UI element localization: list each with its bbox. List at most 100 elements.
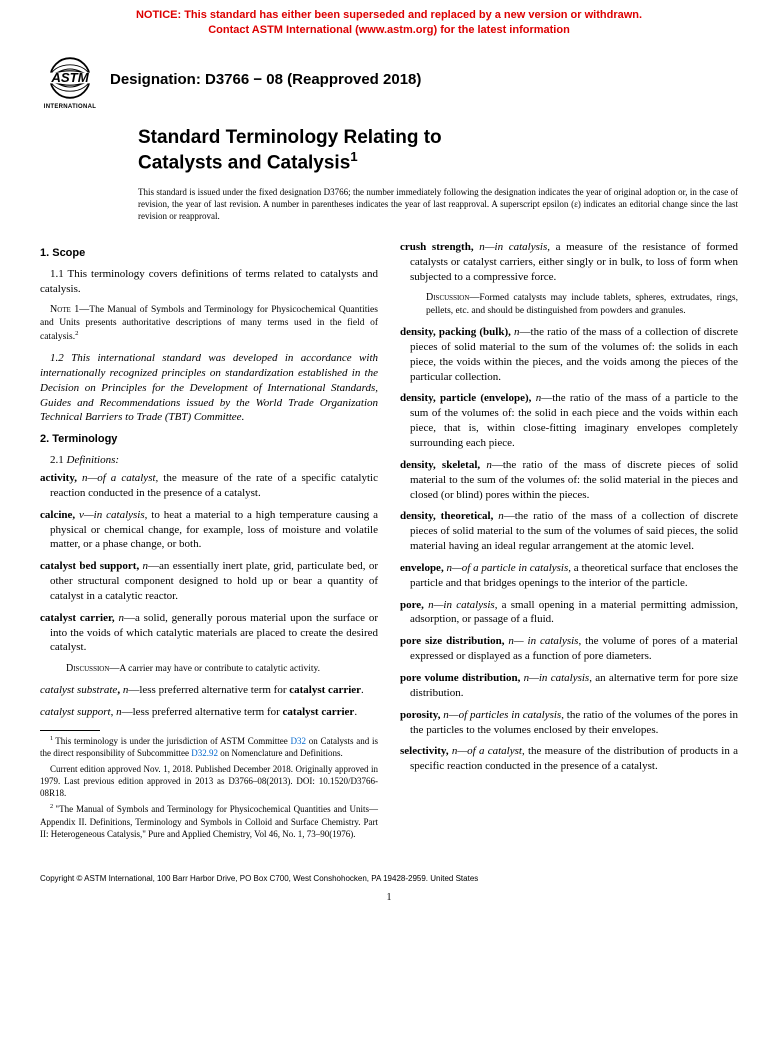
def-term: envelope, (400, 562, 444, 574)
section-1-1: 1.1 This terminology covers definitions … (40, 267, 378, 297)
fn2-body: "The Manual of Symbols and Terminology f… (40, 804, 378, 838)
copyright-line: Copyright © ASTM International, 100 Barr… (40, 874, 738, 885)
note-label: Note 1— (50, 304, 89, 315)
def-term: density, skeletal, (400, 459, 480, 471)
left-column: 1. Scope 1.1 This terminology covers def… (40, 240, 378, 844)
support-ref: catalyst carrier (283, 706, 355, 718)
def-pos: n (115, 612, 124, 624)
footnote-rule (40, 730, 100, 731)
fn1-a: This terminology is under the jurisdicti… (55, 736, 290, 746)
page-number: 1 (40, 891, 738, 905)
def-term: catalyst bed support, (40, 560, 139, 572)
definition-entry: density, particle (envelope), n—the rati… (400, 391, 738, 450)
def-pos: n— in catalysis (504, 635, 578, 647)
fn1-link-d32[interactable]: D32 (291, 736, 307, 746)
definition-entry: catalyst carrier, n—a solid, generally p… (40, 611, 378, 656)
definition-entry: envelope, n—of a particle in catalysis, … (400, 561, 738, 591)
designation-line: Designation: D3766 − 08 (Reapproved 2018… (110, 70, 421, 90)
footnote-1: 1 This terminology is under the jurisdic… (40, 735, 378, 759)
definition-entry: pore, n—in catalysis, a small opening in… (400, 598, 738, 628)
title-line1: Standard Terminology Relating to (138, 127, 442, 148)
title-footnote-sup: 1 (350, 149, 357, 164)
def-pos: v—in catalysis (75, 509, 144, 521)
discussion-label: Discussion— (66, 663, 119, 674)
def-pos: n—in catalysis (520, 672, 589, 684)
substrate-body: —less preferred alternative term for (128, 684, 289, 696)
definition-entry: crush strength, n—in catalysis, a measur… (400, 240, 738, 285)
note-sup: 2 (75, 330, 78, 337)
right-column: crush strength, n—in catalysis, a measur… (400, 240, 738, 844)
def-term: selectivity, (400, 745, 449, 757)
definition-entry: density, skeletal, n—the ratio of the ma… (400, 458, 738, 503)
def-pos: n (531, 392, 541, 404)
carrier-discussion-body: A carrier may have or contribute to cata… (119, 664, 320, 674)
def-term: density, particle (envelope), (400, 392, 531, 404)
def-term: crush strength, (400, 241, 474, 253)
title-block: Standard Terminology Relating to Catalys… (138, 126, 738, 222)
definition-entry: density, theoretical, n—the ratio of the… (400, 509, 738, 554)
fn1-c: on Nomenclature and Definitions. (218, 748, 343, 758)
def-pos: n (139, 560, 148, 572)
carrier-discussion: Discussion—A carrier may have or contrib… (40, 662, 378, 676)
body-columns: 1. Scope 1.1 This terminology covers def… (40, 240, 738, 844)
def-term: density, packing (bulk), (400, 326, 511, 338)
fn1-link-d3292[interactable]: D32.92 (191, 748, 218, 758)
astm-logo: ASTM INTERNATIONAL (40, 56, 100, 112)
svg-text:ASTM: ASTM (50, 70, 89, 85)
def-pos: n (480, 459, 492, 471)
def-pos: n (493, 510, 503, 522)
footnote-2: 2 "The Manual of Symbols and Terminology… (40, 803, 378, 839)
def-term: calcine, (40, 509, 75, 521)
def-pos: n—of a catalyst, (77, 472, 158, 484)
document-title: Standard Terminology Relating to Catalys… (138, 126, 738, 176)
def-term: pore, (400, 599, 424, 611)
left-definitions: activity, n—of a catalyst, the measure o… (40, 471, 378, 655)
definition-entry: catalyst bed support, n—an essentially i… (40, 559, 378, 604)
right-definitions-1: crush strength, n—in catalysis, a measur… (400, 240, 738, 285)
def-pos: n—of a particle in catalysis (444, 562, 569, 574)
supersession-notice: NOTICE: This standard has either been su… (40, 8, 738, 38)
support-body: —less preferred alternative term for (122, 706, 283, 718)
notice-line2: Contact ASTM International (www.astm.org… (208, 24, 570, 36)
def-term: activity, (40, 472, 77, 484)
def-pos: n—of particles in catalysis (440, 709, 561, 721)
definition-entry: selectivity, n—of a catalyst, the measur… (400, 744, 738, 774)
def-catalyst-substrate: catalyst substrate, n—less preferred alt… (40, 683, 378, 698)
def-pos: n—of a catalyst (449, 745, 522, 757)
right-definitions-2: density, packing (bulk), n—the ratio of … (400, 325, 738, 774)
document-header: ASTM INTERNATIONAL Designation: D3766 − … (40, 56, 738, 112)
section-1-heading: 1. Scope (40, 246, 378, 261)
def-term: porosity, (400, 709, 440, 721)
support-term: catalyst support (40, 706, 111, 718)
def-term: catalyst carrier, (40, 612, 115, 624)
section-2-heading: 2. Terminology (40, 432, 378, 447)
def-catalyst-support: catalyst support, n—less preferred alter… (40, 705, 378, 720)
definition-entry: pore size distribution, n— in catalysis,… (400, 634, 738, 664)
note-body: The Manual of Symbols and Terminology fo… (40, 305, 378, 342)
substrate-ref: catalyst carrier (289, 684, 361, 696)
title-line2: Catalysts and Catalysis (138, 153, 350, 174)
def-pos: n—in catalysis (424, 599, 495, 611)
def-term: pore size distribution, (400, 635, 504, 647)
issue-note: This standard is issued under the fixed … (138, 186, 738, 222)
substrate-term: catalyst substrate (40, 684, 117, 696)
definition-entry: pore volume distribution, n—in catalysis… (400, 671, 738, 701)
section-1-2: 1.2 This international standard was deve… (40, 351, 378, 425)
discussion-label-2: Discussion— (426, 292, 479, 303)
section-2-1-num: 2.1 (50, 454, 67, 466)
def-term: density, theoretical, (400, 510, 493, 522)
section-2-1: 2.1 Definitions: (40, 453, 378, 468)
section-1-note: Note 1—The Manual of Symbols and Termino… (40, 303, 378, 344)
footnote-1-cont: Current edition approved Nov. 1, 2018. P… (40, 763, 378, 799)
def-pos: n—in catalysis (474, 241, 548, 253)
section-2-1-name: Definitions: (67, 454, 120, 466)
def-pos: n (511, 326, 520, 338)
definition-entry: activity, n—of a catalyst, the measure o… (40, 471, 378, 501)
svg-text:INTERNATIONAL: INTERNATIONAL (44, 104, 96, 110)
definition-entry: density, packing (bulk), n—the ratio of … (400, 325, 738, 384)
definition-entry: porosity, n—of particles in catalysis, t… (400, 708, 738, 738)
def-term: pore volume distribution, (400, 672, 520, 684)
definition-entry: calcine, v—in catalysis, to heat a mater… (40, 508, 378, 553)
crush-discussion: Discussion—Formed catalysts may include … (400, 291, 738, 318)
notice-line1: NOTICE: This standard has either been su… (136, 9, 642, 21)
